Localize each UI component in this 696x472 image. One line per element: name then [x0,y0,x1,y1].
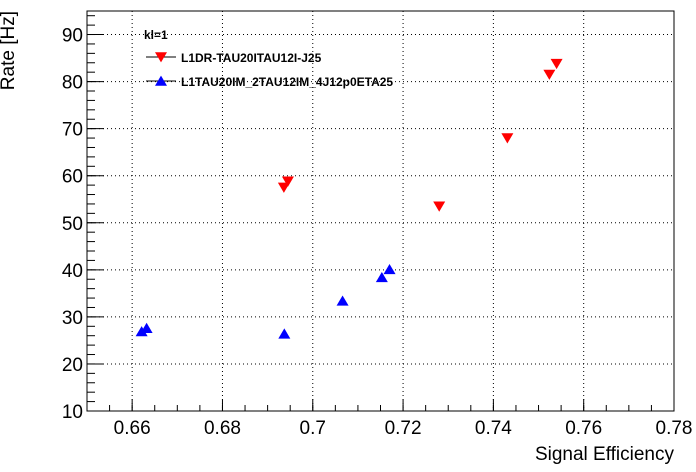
y-tick-label: 80 [62,73,83,94]
blue-data-point [140,322,153,333]
y-tick-label: 70 [62,120,83,141]
y-tick-label: 10 [62,402,83,423]
red-data-point [543,69,556,80]
x-tick-label: 0.76 [565,418,602,439]
red-data-point [281,176,294,187]
plot-frame [86,10,675,412]
blue-data-point [336,295,349,306]
y-tick-labels: 10 20 30 40 50 60 70 80 90 [62,26,83,423]
y-tick-label: 90 [62,26,83,47]
y-tick-label: 30 [62,308,83,329]
axis-ticks [86,15,675,412]
legend-marker-series-2 [155,75,167,86]
x-tick-label: 0.66 [114,418,151,439]
x-tick-label: 0.68 [204,418,241,439]
grid-lines [87,11,674,411]
red-data-point [550,58,563,70]
y-tick-label: 20 [62,355,83,376]
legend-marker-series-1 [155,52,167,63]
blue-data-point [375,271,388,283]
blue-data-point [135,326,148,337]
x-tick-label: 0.72 [385,418,422,439]
x-tick-label: 0.78 [656,418,693,439]
y-tick-label: 50 [62,214,83,235]
blue-data-point [278,328,291,339]
legend-header: kl=1 [144,28,168,42]
red-data-point [501,133,514,144]
blue-data-point [383,263,396,275]
legend: kl=1 L1DR-TAU20ITAU12I-J25 L1TAU20IM_2TA… [144,28,393,89]
y-tick-label: 40 [62,261,83,282]
y-tick-label: 60 [62,167,83,188]
x-tick-label: 0.74 [475,418,512,439]
x-axis-title: Signal Efficiency [535,444,675,465]
y-axis-title: Rate [Hz] [0,11,19,90]
x-tick-labels: 0.66 0.68 0.7 0.72 0.74 0.76 0.78 [114,418,693,439]
red-data-point [277,182,290,193]
data-points [135,58,563,339]
legend-label-series-1: L1DR-TAU20ITAU12I-J25 [181,51,322,65]
legend-label-series-2: L1TAU20IM_2TAU12IM_4J12p0ETA25 [181,75,393,89]
x-tick-label: 0.7 [300,418,326,439]
red-data-point [433,201,446,212]
